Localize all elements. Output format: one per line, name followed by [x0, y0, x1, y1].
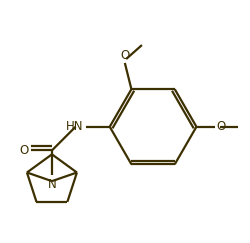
Text: O: O [120, 49, 129, 62]
Text: N: N [47, 178, 56, 191]
Text: O: O [20, 144, 29, 157]
Text: O: O [215, 120, 224, 133]
Text: HN: HN [66, 120, 83, 133]
